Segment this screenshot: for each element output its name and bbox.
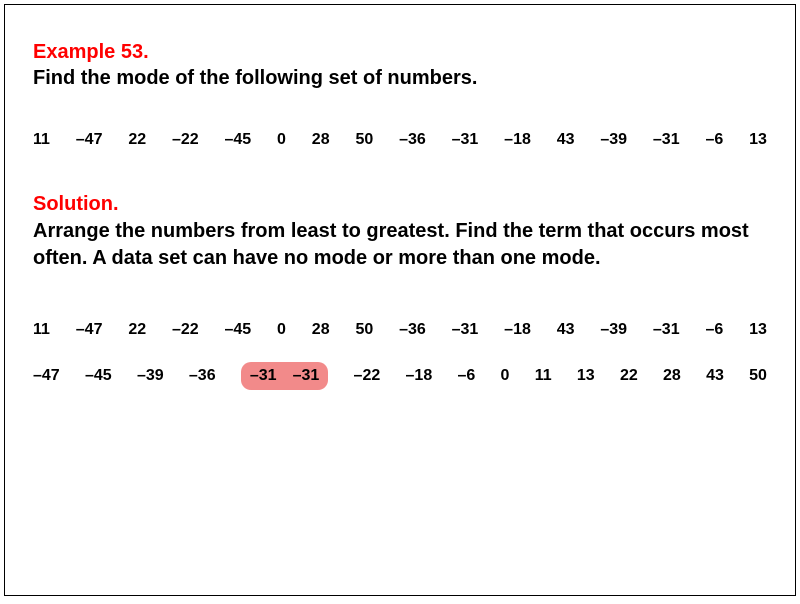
orig-n: –22	[172, 131, 199, 149]
rep-n: –18	[504, 321, 531, 339]
sort-n: 0	[501, 367, 510, 385]
rep-n: 43	[557, 321, 575, 339]
rep-n: 28	[312, 321, 330, 339]
orig-n: 11	[33, 131, 50, 149]
orig-n: –36	[399, 131, 426, 149]
sort-n: –6	[457, 367, 475, 385]
orig-n: 0	[277, 131, 286, 149]
orig-n: –45	[225, 131, 252, 149]
rep-n: –47	[76, 321, 103, 339]
sort-n: –36	[189, 367, 216, 385]
mode-highlight: –31 –31	[241, 362, 328, 390]
original-number-row: 11 –47 22 –22 –45 0 28 50 –36 –31 –18 43…	[33, 131, 767, 149]
sort-n: –18	[406, 367, 433, 385]
sort-n-mode: –31	[293, 367, 320, 385]
sorted-block: 11 –47 22 –22 –45 0 28 50 –36 –31 –18 43…	[33, 316, 767, 390]
sort-n: 13	[577, 367, 595, 385]
rep-n: –6	[705, 321, 723, 339]
orig-n: 50	[355, 131, 373, 149]
orig-n: –39	[600, 131, 627, 149]
rep-n: –39	[600, 321, 627, 339]
sort-n: 43	[706, 367, 724, 385]
solution-text: Arrange the numbers from least to greate…	[33, 218, 767, 272]
rep-n: 0	[277, 321, 286, 339]
rep-n: –36	[399, 321, 426, 339]
content-frame: Example 53. Find the mode of the followi…	[4, 4, 796, 596]
orig-n: 22	[128, 131, 146, 149]
example-prompt: Find the mode of the following set of nu…	[33, 65, 767, 91]
rep-n: –31	[653, 321, 680, 339]
rep-n: 11	[33, 321, 50, 339]
rep-n: –31	[452, 321, 479, 339]
sort-n: –47	[33, 367, 60, 385]
sorted-row: –47 –45 –39 –36 –31 –31 –22 –18 –6 0 11 …	[33, 362, 767, 390]
sort-n: –22	[354, 367, 381, 385]
orig-n: 43	[557, 131, 575, 149]
sort-n-mode: –31	[250, 367, 277, 385]
rep-n: 50	[355, 321, 373, 339]
example-heading: Example 53.	[33, 39, 767, 65]
repeated-row: 11 –47 22 –22 –45 0 28 50 –36 –31 –18 43…	[33, 316, 767, 344]
sort-n: 50	[749, 367, 767, 385]
rep-n: –22	[172, 321, 199, 339]
orig-n: 13	[749, 131, 767, 149]
orig-n: –47	[76, 131, 103, 149]
sort-n: 11	[535, 367, 552, 385]
orig-n: –31	[452, 131, 479, 149]
rep-n: 22	[128, 321, 146, 339]
rep-n: 13	[749, 321, 767, 339]
sort-n: –39	[137, 367, 164, 385]
sort-n: 22	[620, 367, 638, 385]
rep-n: –45	[225, 321, 252, 339]
sort-n: –45	[85, 367, 112, 385]
orig-n: –18	[504, 131, 531, 149]
solution-heading: Solution.	[33, 193, 767, 216]
orig-n: 28	[312, 131, 330, 149]
sort-n: 28	[663, 367, 681, 385]
orig-n: –6	[705, 131, 723, 149]
orig-n: –31	[653, 131, 680, 149]
